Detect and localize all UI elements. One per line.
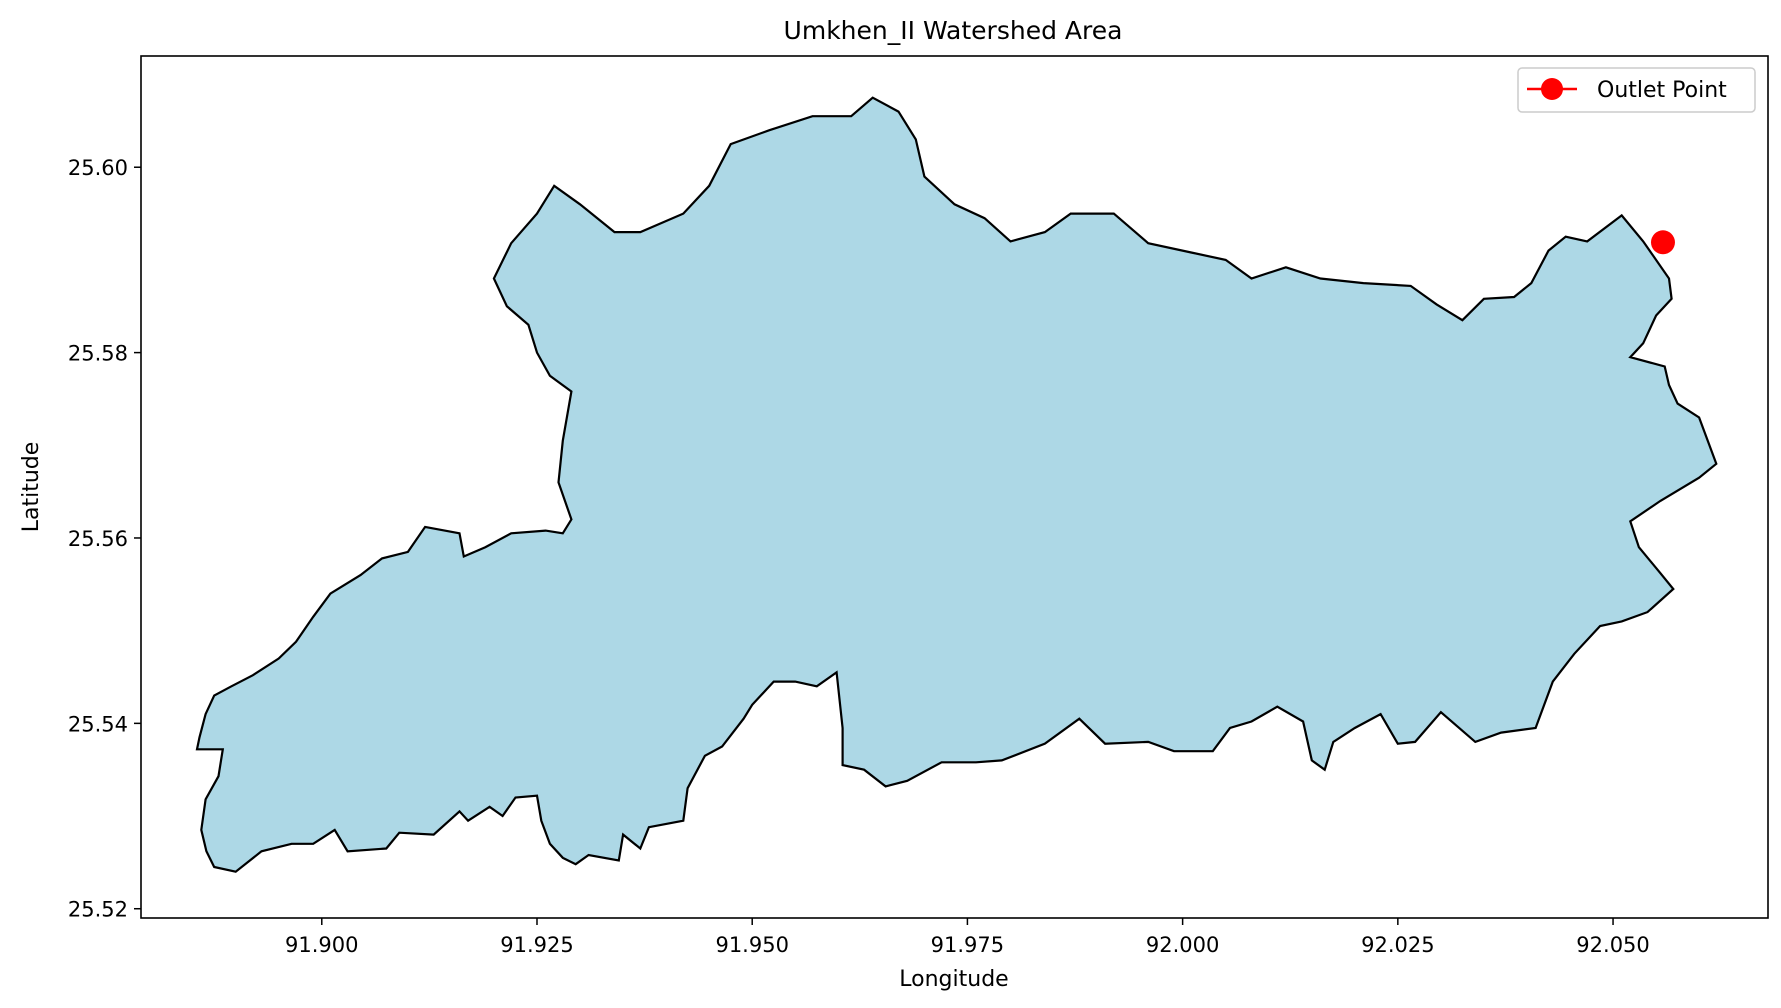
- x-axis-label: Longitude: [899, 967, 1008, 992]
- legend-outlet-marker: [1541, 78, 1563, 100]
- y-tick-label: 25.58: [68, 342, 128, 366]
- x-tick-label: 92.025: [1361, 933, 1434, 957]
- axes-frame: [140, 55, 1769, 919]
- x-axis-ticks: 91.900 91.925 91.950 91.975 92.000 92.025 92.0…: [285, 918, 1650, 957]
- x-tick-label: 91.925: [500, 933, 573, 957]
- y-axis-label: Latitude: [19, 442, 44, 533]
- x-tick-label: 92.000: [1146, 933, 1219, 957]
- x-tick-label: 91.950: [715, 933, 788, 957]
- plot-area: [195, 96, 1718, 873]
- y-tick-label: 25.52: [68, 898, 128, 922]
- y-tick-label: 25.56: [68, 527, 128, 551]
- watershed-polygon: [195, 96, 1718, 873]
- legend-box: [1517, 67, 1756, 113]
- x-tick-label: 91.900: [285, 933, 358, 957]
- legend-outlet-label: Outlet Point: [1597, 78, 1727, 103]
- chart-title: Umkhen_II Watershed Area: [784, 16, 1123, 45]
- y-tick-label: 25.60: [68, 156, 128, 180]
- legend: Outlet Point: [1517, 67, 1756, 113]
- y-axis-ticks: 25.52 25.54 25.56 25.58 25.60: [68, 156, 141, 922]
- y-tick-label: 25.54: [68, 712, 128, 736]
- x-tick-label: 91.975: [931, 933, 1004, 957]
- x-tick-label: 92.050: [1576, 933, 1649, 957]
- outlet-point-marker: [1650, 230, 1675, 255]
